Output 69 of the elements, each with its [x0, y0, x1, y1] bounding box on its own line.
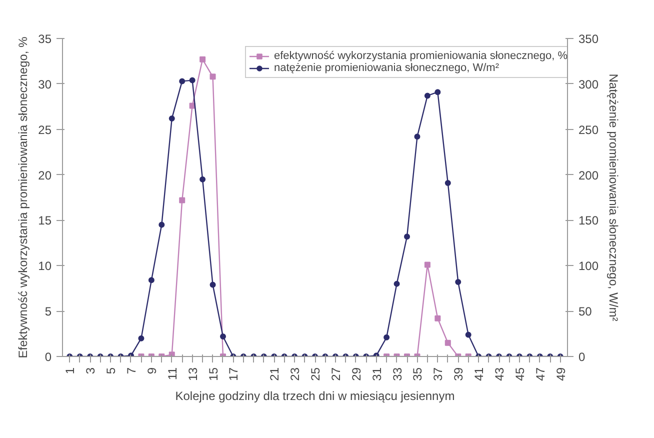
y-tick-label: 30 [38, 77, 52, 92]
y-axis-title: Efektywność wykorzystania promieniowania słonecznego, % [16, 36, 30, 358]
x-tick-label: 35 [410, 367, 425, 381]
y2-tick-label: 300 [578, 77, 599, 92]
y2-tick-label: 150 [578, 214, 599, 228]
y2-tick-label: 350 [578, 32, 599, 46]
y-tick-label: 15 [38, 214, 52, 228]
x-tick-label: 27 [328, 367, 343, 381]
y2-tick-label: 250 [578, 122, 599, 137]
point [414, 134, 420, 140]
y2-tick-label: 0 [578, 350, 586, 364]
point [434, 315, 441, 322]
x-tick-label: 49 [554, 367, 568, 381]
point [220, 334, 226, 340]
y2-tick-label: 200 [578, 168, 599, 182]
point [210, 74, 216, 80]
point [434, 89, 441, 96]
y-tick-label: 10 [38, 259, 52, 274]
x-tick-label: 11 [165, 367, 180, 380]
x-tick-label: 21 [268, 367, 282, 381]
y-tick-label: 0 [44, 350, 52, 364]
point [138, 335, 144, 342]
x-tick-label: 25 [308, 367, 322, 381]
legend-label: natężenie promieniowania słonecznego, W/m² [274, 62, 500, 74]
point [210, 282, 216, 288]
x-tick-label: 17 [226, 367, 241, 381]
x-tick-label: 23 [288, 367, 302, 381]
y2-tick-label: 50 [578, 304, 592, 319]
point [189, 77, 196, 84]
y-tick-label: 5 [44, 304, 52, 319]
x-tick-label: 29 [349, 367, 364, 381]
point [404, 234, 410, 240]
point [465, 332, 472, 338]
x-tick-label: 1 [63, 367, 78, 374]
x-axis-title: Kolejne godziny dla trzech dni w miesiącu jesiennym [175, 388, 455, 403]
x-tick-label: 33 [390, 367, 404, 381]
x-tick-label: 39 [452, 367, 466, 381]
point [200, 56, 206, 62]
point [148, 277, 154, 284]
point [384, 334, 390, 340]
point [179, 78, 186, 84]
point [444, 340, 451, 346]
x-tick-label: 15 [206, 367, 220, 381]
x-tick-label: 47 [533, 367, 548, 381]
x-tick-label: 31 [370, 367, 384, 381]
legend-label: efektywność wykorzystania promieniowania słonecznego, % [274, 50, 568, 62]
x-tick-label: 45 [512, 367, 527, 381]
x-tick-label: 3 [84, 367, 98, 374]
point [158, 222, 165, 228]
y-tick-label: 25 [38, 122, 52, 137]
point [424, 92, 430, 99]
point [179, 197, 186, 204]
x-tick-label: 43 [492, 367, 507, 381]
x-tick-label: 9 [144, 367, 159, 374]
y-tick-label: 20 [38, 168, 52, 182]
x-tick-label: 7 [124, 367, 138, 374]
x-tick-label: 13 [186, 367, 200, 381]
point [444, 180, 451, 186]
x-tick-label: 37 [431, 367, 446, 381]
y-tick-label: 35 [38, 32, 52, 46]
x-tick-label: 5 [104, 367, 118, 374]
point [200, 176, 206, 182]
x-tick-label: 41 [472, 367, 486, 381]
y2-tick-label: 100 [578, 259, 599, 274]
point [394, 280, 400, 287]
point [168, 115, 175, 122]
y2-axis-title: Natężenie promieniowania słonecznego, W/m² [606, 74, 621, 322]
point [455, 279, 462, 285]
point [424, 262, 430, 268]
